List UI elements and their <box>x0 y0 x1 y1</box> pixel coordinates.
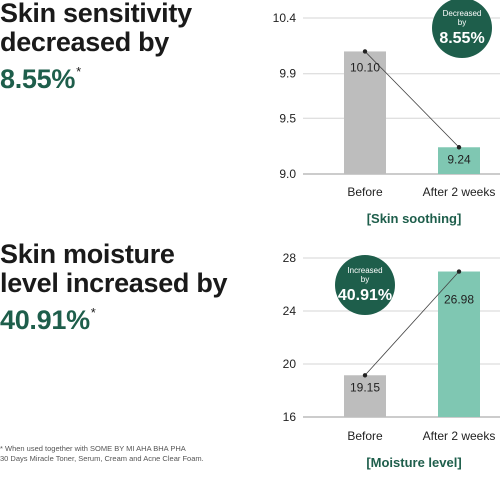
y-tick-label: 9.5 <box>279 111 296 125</box>
x-category-label: After 2 weeks <box>423 429 496 443</box>
heading-footnote-mark: * <box>90 305 96 320</box>
chart-caption: [Moisture level] <box>366 455 461 470</box>
bar-value-label: 19.15 <box>350 380 380 394</box>
y-tick-label: 24 <box>283 304 297 318</box>
footnote-line-1: * When used together with SOME BY MI AHA… <box>0 444 186 453</box>
chart-caption: [Skin soothing] <box>367 211 462 226</box>
heading-accent-value: 40.91% <box>0 305 90 335</box>
bar-before <box>344 375 386 417</box>
badge-line-2: by <box>458 18 466 27</box>
x-category-label: Before <box>347 185 383 199</box>
badge-circle <box>335 255 395 315</box>
heading-line-1: Skin sensitivity <box>0 0 192 28</box>
heading-line-2: decreased by <box>0 27 169 57</box>
y-tick-label: 9.9 <box>279 67 296 81</box>
bar-after <box>438 271 480 417</box>
heading-accent-value: 8.55% <box>0 64 76 94</box>
badge-line-2: by <box>361 275 369 284</box>
y-tick-label: 10.4 <box>273 11 297 25</box>
heading-line-2: level increased by <box>0 268 228 298</box>
badge-circle <box>432 0 492 58</box>
badge-value: 40.91% <box>338 287 392 304</box>
x-category-label: After 2 weeks <box>423 185 496 199</box>
y-tick-label: 20 <box>283 357 297 371</box>
badge-line-1: Increased <box>347 266 382 275</box>
heading-skin-moisture: Skin moisture level increased by 40.91%* <box>0 239 228 335</box>
data-point <box>362 49 368 54</box>
bar-value-label: 9.24 <box>447 152 471 166</box>
heading-footnote-mark: * <box>76 64 81 79</box>
bar-value-label: 10.10 <box>350 60 380 74</box>
badge-value: 8.55% <box>439 30 484 47</box>
footnote-line-2: 30 Days Miracle Toner, Serum, Cream and … <box>0 454 204 463</box>
data-point <box>362 373 368 378</box>
badge-line-1: Decreased <box>443 9 482 18</box>
data-point <box>456 145 462 150</box>
bar-before <box>344 51 386 174</box>
y-tick-label: 28 <box>283 251 297 265</box>
x-category-label: Before <box>347 429 383 443</box>
y-tick-label: 16 <box>283 410 297 424</box>
y-tick-label: 9.0 <box>279 167 296 181</box>
heading-skin-sensitivity: Skin sensitivity decreased by 8.55%* <box>0 0 192 94</box>
connector-line <box>364 271 460 376</box>
bar-value-label: 26.98 <box>444 293 474 307</box>
connector-line <box>364 51 460 148</box>
bar-after <box>438 147 480 174</box>
heading-line-1: Skin moisture <box>0 239 175 269</box>
data-point <box>456 269 462 274</box>
footnote: * When used together with SOME BY MI AHA… <box>0 444 230 464</box>
